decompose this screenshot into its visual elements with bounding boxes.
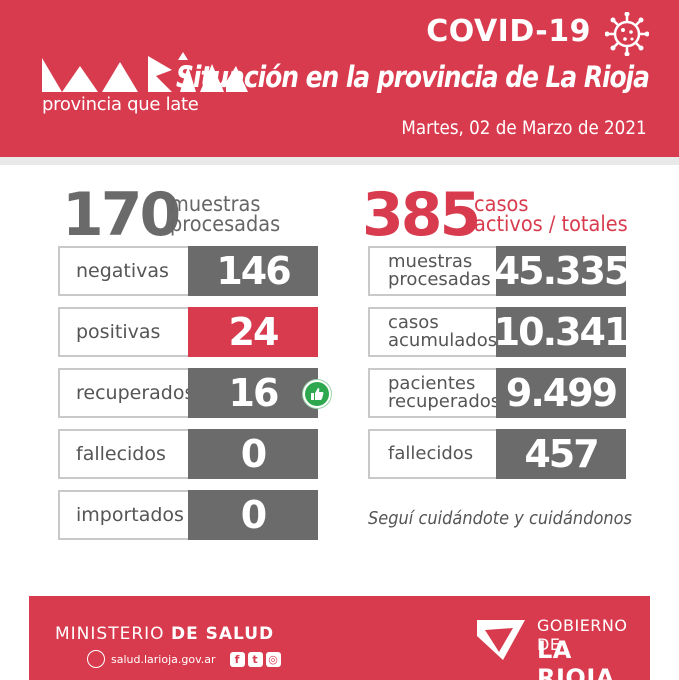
stat-value: 24 [228,310,280,354]
stat-label: negativas [76,259,169,282]
stat-value: 146 [216,249,291,293]
stat-label-line-2: recuperados [388,391,501,412]
situation-title: Situación en la provincia de La Rioja [176,60,650,94]
stat-label-box: importados [58,490,188,540]
stat-row-pacientes-recuperados: pacientes recuperados 9.499 [368,368,626,418]
ministerio-label: MINISTERIO DE SALUD [55,624,274,644]
covid-title: COVID-19 [426,14,591,49]
thumbs-up-icon [303,380,331,408]
facebook-icon[interactable]: f [229,651,245,667]
stat-row-muestras: muestras procesadas 45.335 [368,246,631,296]
stat-value: 457 [524,432,599,476]
web-row: salud.larioja.gov.ar f t ◎ [87,650,281,668]
stat-value-box: 24 [188,307,318,357]
stat-value-box: 9.499 [496,368,626,418]
stat-row-negativas: negativas 146 [58,246,318,296]
stat-value: 0 [240,432,267,476]
stat-label: fallecidos [76,442,166,465]
gobierno-line-1: GOBIERNO DE [537,616,628,654]
cases-total: 385 [362,180,481,250]
stat-value-box: 10.341 [493,307,631,357]
stat-value: 16 [228,371,280,415]
stat-label: positivas [76,320,161,343]
stat-label-box: fallecidos [58,429,188,479]
report-date: Martes, 02 de Marzo de 2021 [401,117,647,139]
stat-label-line-2: acumulados [388,330,498,351]
slogan: Seguí cuidándote y cuidándonos [368,508,632,529]
stat-value-box: 0 [188,490,318,540]
stat-value-box: 16 [188,368,318,418]
gobierno-line-2: LA RIOJA [537,636,615,680]
stat-label-line-1: casos [388,312,439,333]
stat-value-box: 146 [188,246,318,296]
stat-label: muestras procesadas [388,248,491,294]
stat-row-recuperados: recuperados 16 [58,368,318,418]
globe-icon [87,650,105,668]
stat-label-box: negativas [58,246,188,296]
stat-label-line-2: procesadas [388,269,491,290]
stat-row-fallecidos: fallecidos 0 [58,429,318,479]
header-banner: provincia que late COVID-19 Situación en… [0,0,679,157]
cases-total-label-2: activos / totales [474,212,628,236]
stat-label: fallecidos [388,443,474,464]
samples-total-label-1: muestras [170,192,261,216]
la-rioja-wordmark-icon [42,52,248,92]
stat-label-box: recuperados [58,368,194,418]
stat-row-fallecidos-totales: fallecidos 457 [368,429,626,479]
de-salud-text: DE SALUD [170,624,275,644]
stat-label-line-1: muestras [388,251,473,272]
stat-row-casos-acumulados: casos acumulados 10.341 [368,307,631,357]
stat-label: casos acumulados [388,309,497,355]
stat-value: 0 [240,493,267,537]
stat-label-box: pacientes recuperados [368,368,500,418]
stat-value: 45.335 [493,249,631,293]
samples-total-label-2: procesadas [170,212,281,236]
website-link[interactable]: salud.larioja.gov.ar [111,652,216,666]
stat-label: recuperados [76,381,195,404]
stat-label: pacientes recuperados [388,370,500,416]
header-divider [0,157,679,165]
logo-tagline: provincia que late [42,94,199,115]
gobierno-logo-icon [477,620,525,660]
stat-row-importados: importados 0 [58,490,318,540]
twitter-icon[interactable]: t [247,651,263,667]
stat-label-box: casos acumulados [368,307,497,357]
virus-icon [605,12,649,56]
stat-value-box: 45.335 [493,246,631,296]
stat-label-line-1: pacientes [388,373,476,394]
stat-label-box: positivas [58,307,188,357]
instagram-icon[interactable]: ◎ [265,651,281,667]
footer-banner: MINISTERIO DE SALUD salud.larioja.gov.ar… [29,596,650,680]
stat-row-positivas: positivas 24 [58,307,318,357]
stat-label-box: fallecidos [368,429,496,479]
stat-value: 9.499 [505,371,618,415]
stat-label: importados [76,503,184,526]
social-icons: f t ◎ [229,651,281,667]
stat-value: 10.341 [493,310,631,354]
cases-total-label-1: casos [474,192,529,216]
stat-value-box: 0 [188,429,318,479]
stat-value-box: 457 [496,429,626,479]
ministerio-text: MINISTERIO [55,624,165,644]
la-rioja-logo: provincia que late [40,52,250,122]
stat-label-box: muestras procesadas [368,246,496,296]
samples-total: 170 [62,180,181,250]
